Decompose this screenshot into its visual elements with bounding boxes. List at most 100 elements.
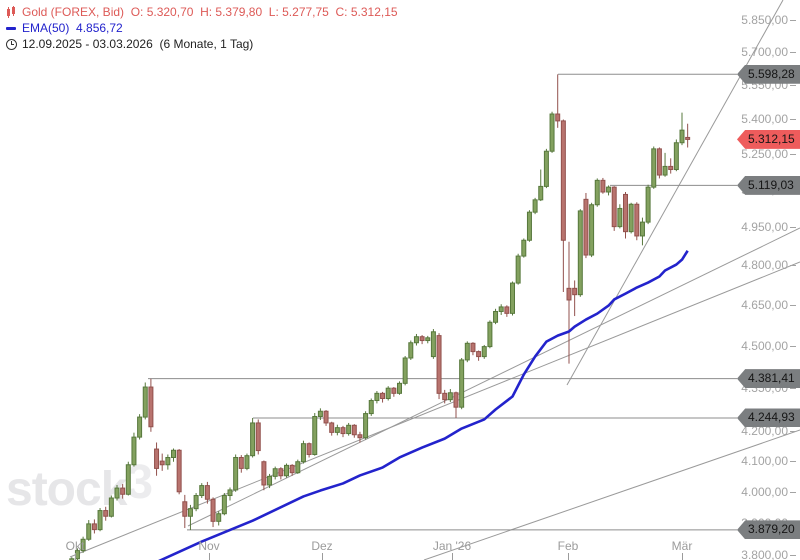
candle-body-26 <box>148 386 154 428</box>
candle-body-65 <box>368 400 374 415</box>
candle-body-70 <box>397 382 402 394</box>
candle-body-72 <box>408 342 414 359</box>
ema-line-swatch <box>6 26 16 30</box>
price-tick-label: 4.650,00 <box>741 297 788 312</box>
month-label-Dez: Dez <box>311 539 333 553</box>
price-tick-label: 4.500,00 <box>741 338 788 353</box>
trendline-3[interactable] <box>423 429 800 560</box>
candle-body-119 <box>673 142 679 171</box>
candle-body-36 <box>204 485 210 500</box>
candle-body-57 <box>323 410 329 424</box>
candle-body-116 <box>656 148 662 176</box>
candle-body-52 <box>295 461 301 474</box>
price-tick-mark <box>790 85 796 87</box>
trendline-1[interactable] <box>187 227 800 527</box>
candle-body-55 <box>312 415 318 455</box>
candle-body-87 <box>493 310 499 323</box>
candle-body-111 <box>628 203 634 233</box>
candle-body-56 <box>317 410 323 417</box>
candle-body-79 <box>447 392 453 401</box>
candle-body-28 <box>159 460 165 466</box>
date-range: 12.09.2025 - 03.03.2026 <box>22 37 153 51</box>
candle-body-88 <box>498 306 504 312</box>
trendline-0[interactable] <box>566 0 784 386</box>
candle-body-97 <box>549 113 555 152</box>
candle-body-68 <box>385 387 391 400</box>
candle-body-85 <box>481 346 487 358</box>
price-tick-mark <box>790 304 796 306</box>
ema-legend[interactable]: EMA(50) 4.856,72 <box>6 20 398 36</box>
candle-body-80 <box>453 392 459 408</box>
price-tick-label: 3.800,00 <box>741 548 788 560</box>
price-tick-label: 5.250,00 <box>741 147 788 162</box>
candle-body-120 <box>679 129 685 144</box>
price-tick-label: 4.950,00 <box>741 220 788 235</box>
candlestick-icon <box>6 6 17 18</box>
candle-body-22 <box>125 464 131 495</box>
candle-body-32 <box>182 501 188 517</box>
price-tick-mark <box>790 265 796 267</box>
ema-label: EMA(50) <box>22 21 70 35</box>
price-tick-label: 4.000,00 <box>741 484 788 499</box>
month-tick <box>682 553 683 560</box>
instrument-name: Gold (FOREX, Bid) <box>22 5 125 19</box>
month-tick <box>322 553 323 560</box>
candle-body-84 <box>476 351 482 358</box>
candle-body-77 <box>436 335 442 394</box>
candle-body-86 <box>487 321 493 348</box>
candle-body-46 <box>261 461 267 486</box>
price-tick-label: 4.200,00 <box>741 424 788 439</box>
candle-body-60 <box>340 427 346 435</box>
candle-body-37 <box>210 498 216 522</box>
ema-line <box>158 250 689 560</box>
month-tick <box>452 553 453 560</box>
candle-body-34 <box>193 495 199 510</box>
candle-body-23 <box>131 436 137 466</box>
price-tick-mark <box>790 154 796 156</box>
ohlc-values: O: 5.320,70 H: 5.379,80 L: 5.277,75 C: 5… <box>124 5 398 19</box>
month-tick <box>75 553 76 560</box>
period-info: (6 Monate, 1 Tag) <box>159 37 254 51</box>
candle-body-105 <box>594 179 600 206</box>
candle-body-91 <box>515 255 521 284</box>
candle-body-102 <box>577 210 583 296</box>
stock3-watermark: stock3 <box>6 456 153 516</box>
candle-body-113 <box>639 221 645 237</box>
candle-body-42 <box>238 456 244 469</box>
pivot-price-badge-4.244,93: 4.244,93 <box>737 408 800 428</box>
candle-body-61 <box>346 424 352 435</box>
candle-body-39 <box>221 495 227 515</box>
candle-body-69 <box>391 387 397 394</box>
candle-body-118 <box>668 165 674 171</box>
price-tick-label: 5.400,00 <box>741 112 788 127</box>
candle-body-66 <box>374 392 380 402</box>
trendline-2[interactable] <box>69 261 800 558</box>
candle-body-54 <box>306 443 312 455</box>
instrument-legend[interactable]: Gold (FOREX, Bid) O: 5.320,70 H: 5.379,8… <box>6 4 398 20</box>
candle-body-15 <box>86 523 92 540</box>
candle-body-53 <box>300 443 306 463</box>
price-tick-mark <box>790 119 796 121</box>
price-tick-mark <box>790 431 796 433</box>
candle-body-117 <box>662 165 668 176</box>
ema-value: 4.856,72 <box>76 21 123 35</box>
candle-body-24 <box>137 416 143 438</box>
candle-body-110 <box>623 193 628 233</box>
candle-body-25 <box>142 386 148 418</box>
candle-body-31 <box>176 449 182 493</box>
candle-body-21 <box>120 487 126 495</box>
chart-legend: Gold (FOREX, Bid) O: 5.320,70 H: 5.379,8… <box>6 4 398 52</box>
candle-body-114 <box>645 186 651 223</box>
price-tick-mark <box>790 491 796 493</box>
candle-body-90 <box>510 282 515 314</box>
candle-body-109 <box>617 207 623 228</box>
pivot-price-badge-3.879,20: 3.879,20 <box>737 520 800 540</box>
candle-body-99 <box>560 120 566 241</box>
candle-body-48 <box>272 468 278 477</box>
candle-body-38 <box>216 513 222 522</box>
candle-body-82 <box>464 342 470 361</box>
candle-body-115 <box>651 148 657 188</box>
candle-body-45 <box>255 422 261 452</box>
pivot-price-badge-5.119,03: 5.119,03 <box>737 175 800 195</box>
